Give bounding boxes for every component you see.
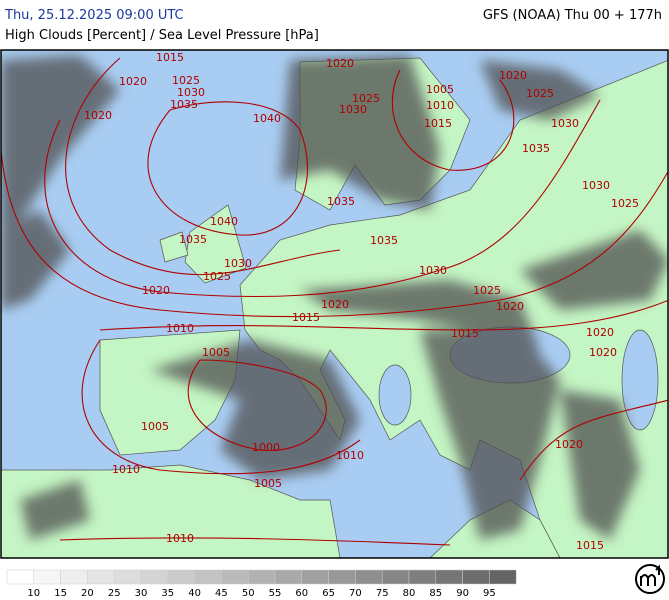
isobar-label: 1020 — [84, 109, 112, 122]
colorbar-label: 30 — [135, 588, 148, 599]
colorbar-label: 75 — [376, 588, 389, 599]
isobar-label: 1015 — [576, 539, 604, 552]
colorbar-label: 80 — [403, 588, 416, 599]
isobar-label: 1040 — [210, 215, 238, 228]
colorbar-swatch — [194, 569, 222, 585]
colorbar-label: 25 — [108, 588, 121, 599]
isobar-label: 1030 — [419, 264, 447, 277]
isobar-label: 1030 — [551, 117, 579, 130]
colorbar-label: 35 — [161, 588, 174, 599]
isobar-label: 1025 — [352, 92, 380, 105]
isobar-label: 1010 — [112, 463, 140, 476]
colorbar-swatch — [462, 569, 490, 585]
model-run: GFS (NOAA) Thu 00 + 177h — [483, 8, 662, 23]
colorbar-label: 45 — [215, 588, 228, 599]
isobar-label: 1005 — [141, 420, 169, 433]
subtitle: High Clouds [Percent] / Sea Level Pressu… — [5, 28, 319, 43]
colorbar-label: 95 — [483, 588, 496, 599]
colorbar-swatch — [489, 569, 517, 585]
colorbar-swatch — [221, 569, 249, 585]
colorbar-swatch — [167, 569, 195, 585]
isobar-label: 1005 — [426, 83, 454, 96]
isobar-label: 1020 — [589, 346, 617, 359]
isobar-label: 1035 — [522, 142, 550, 155]
isobar-label: 1030 — [582, 179, 610, 192]
colorbar-label: 70 — [349, 588, 362, 599]
colorbar-swatch — [60, 569, 88, 585]
isobar-label: 1000 — [252, 441, 280, 454]
isobar-label: 1025 — [473, 284, 501, 297]
colorbar-swatch — [328, 569, 356, 585]
isobar-label: 1015 — [424, 117, 452, 130]
colorbar: 10 15 20 25 30 35 40 45 50 55 60 65 70 75 80 85 90 95 — [6, 569, 517, 599]
isobar-label: 1025 — [203, 270, 231, 283]
datetime: Thu, 25.12.2025 09:00 UTC — [4, 8, 184, 23]
isobar-label: 1015 — [156, 51, 184, 64]
isobar-label: 1040 — [253, 112, 281, 125]
isobar-label: 1020 — [119, 75, 147, 88]
isobar-label: 1020 — [321, 298, 349, 311]
colorbar-swatch — [381, 569, 410, 585]
colorbar-label: 60 — [295, 588, 308, 599]
colorbar-label: 50 — [242, 588, 255, 599]
colorbar-swatch — [140, 569, 169, 585]
colorbar-label: 85 — [429, 588, 442, 599]
isobar-label: 1005 — [254, 477, 282, 490]
colorbar-label: 40 — [188, 588, 201, 599]
logo — [635, 564, 665, 594]
isobar-label: 1020 — [142, 284, 170, 297]
isobar-label: 1020 — [326, 57, 354, 70]
colorbar-label: 10 — [27, 588, 40, 599]
colorbar-label: 15 — [54, 588, 67, 599]
isobar-label: 1030 — [224, 257, 252, 270]
colorbar-swatch — [301, 569, 329, 585]
colorbar-label: 65 — [322, 588, 335, 599]
colorbar-label: 20 — [81, 588, 94, 599]
isobar-label: 1010 — [166, 322, 194, 335]
isobar-label: 1015 — [292, 311, 320, 324]
colorbar-swatch — [87, 569, 115, 585]
isobar-label: 1010 — [166, 532, 194, 545]
map-border — [0, 49, 669, 559]
isobar-label: 1010 — [426, 99, 454, 112]
isobars — [1, 57, 668, 546]
isobar-label: 1020 — [499, 69, 527, 82]
isobar-label: 1020 — [586, 326, 614, 339]
isobar-label: 1025 — [526, 87, 554, 100]
colorbar-swatch — [435, 569, 463, 585]
isobar-label: 1035 — [179, 233, 207, 246]
isobar-label: 1020 — [496, 300, 524, 313]
isobar-label: 1020 — [555, 438, 583, 451]
colorbar-swatch — [274, 569, 303, 585]
isobar-label: 1035 — [370, 234, 398, 247]
isobar-label: 1010 — [336, 449, 364, 462]
isobar-label: 1005 — [202, 346, 230, 359]
colorbar-label: 55 — [269, 588, 282, 599]
colorbar-swatch — [33, 569, 61, 585]
colorbar-swatch — [355, 569, 383, 585]
colorbar-swatch — [113, 569, 142, 585]
isobar-label: 1030 — [177, 86, 205, 99]
colorbar-swatch — [408, 569, 437, 585]
isobar-label: 1035 — [170, 98, 198, 111]
colorbar-swatch — [6, 569, 35, 585]
isobar-label: 1030 — [339, 103, 367, 116]
colorbar-label: 90 — [456, 588, 469, 599]
colorbar-swatch — [247, 569, 276, 585]
isobar-label: 1015 — [451, 327, 479, 340]
isobar-label: 1025 — [611, 197, 639, 210]
isobar-label: 1025 — [172, 74, 200, 87]
isobar-label: 1035 — [327, 195, 355, 208]
high-clouds — [1, 55, 668, 540]
